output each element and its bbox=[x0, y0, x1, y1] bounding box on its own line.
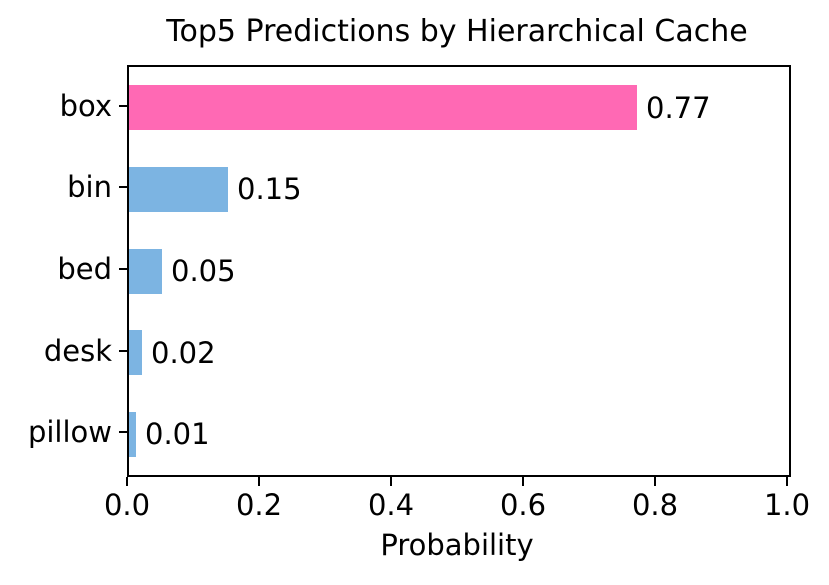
y-tick-mark bbox=[119, 186, 127, 189]
y-tick-label-pillow: pillow bbox=[27, 415, 112, 450]
x-tick-label-1.0: 1.0 bbox=[763, 488, 811, 522]
x-tick-label-0.4: 0.4 bbox=[367, 488, 415, 522]
bar-bed bbox=[129, 248, 162, 294]
x-tick-mark bbox=[126, 477, 128, 486]
x-tick-mark bbox=[522, 477, 524, 486]
bar-box bbox=[129, 85, 637, 131]
y-axis-tick-labels: box bin bed desk pillow bbox=[0, 65, 112, 473]
x-tick-label-0.8: 0.8 bbox=[631, 488, 679, 522]
y-tick-label-box: box bbox=[59, 88, 112, 123]
y-tick-label-bin: bin bbox=[67, 170, 112, 205]
bar-desk bbox=[129, 330, 142, 376]
x-tick-mark bbox=[654, 477, 656, 486]
y-tick-label-bed: bed bbox=[57, 252, 112, 286]
x-tick-mark bbox=[390, 477, 392, 486]
plot-area: 0.77 0.15 0.05 0.02 0.01 bbox=[127, 65, 791, 477]
bar-value-label: 0.05 bbox=[171, 254, 236, 288]
y-tick-mark bbox=[119, 349, 127, 352]
x-tick-mark bbox=[786, 477, 788, 486]
bar-value-label: 0.15 bbox=[237, 172, 302, 207]
x-tick-label-0.2: 0.2 bbox=[235, 488, 283, 522]
bar-value-label: 0.01 bbox=[145, 417, 210, 452]
bar-value-label: 0.02 bbox=[151, 335, 216, 370]
x-tick-mark bbox=[258, 477, 260, 486]
bar-bin bbox=[129, 166, 228, 212]
y-tick-mark bbox=[119, 104, 127, 107]
bar-value-label: 0.77 bbox=[646, 90, 711, 125]
x-tick-label-0.0: 0.0 bbox=[103, 488, 151, 522]
y-tick-label-desk: desk bbox=[43, 333, 112, 368]
x-tick-label-0.6: 0.6 bbox=[499, 488, 547, 522]
x-axis-label: Probability bbox=[380, 528, 534, 562]
bar-pillow bbox=[129, 411, 136, 457]
chart-title: Top5 Predictions by Hierarchical Cache bbox=[166, 14, 748, 49]
y-tick-mark bbox=[119, 431, 127, 434]
y-tick-mark bbox=[119, 268, 127, 270]
